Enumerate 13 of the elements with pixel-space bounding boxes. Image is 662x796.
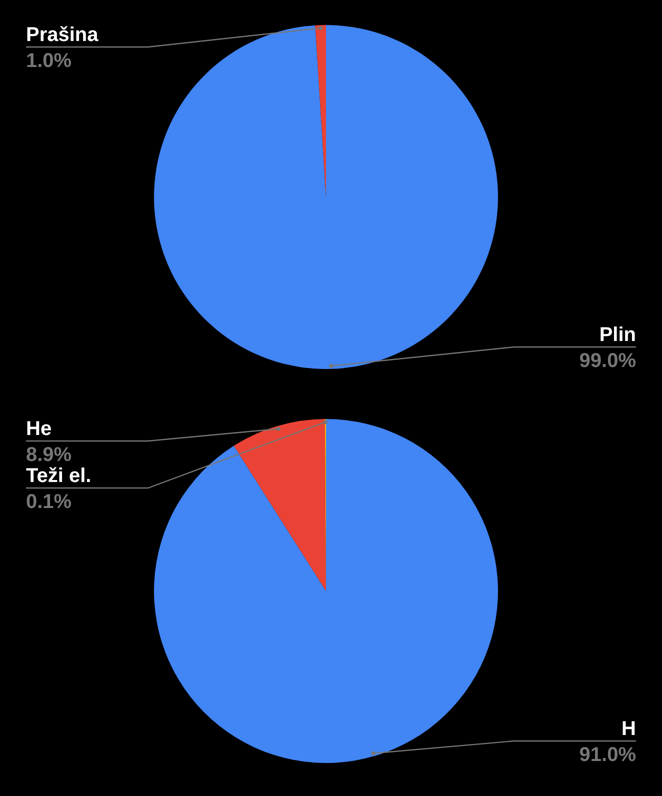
slice-label: Teži el. <box>26 465 92 487</box>
data-label: 0.1% <box>26 491 72 513</box>
pie-slice <box>154 419 498 763</box>
pie-slice <box>234 419 326 591</box>
pie-slice <box>154 25 498 369</box>
slice-label: Prašina <box>26 24 100 46</box>
data-label: 1.0% <box>26 50 72 72</box>
slice-label: Plin <box>599 324 636 346</box>
data-label: 8.9% <box>26 444 72 466</box>
slice-label: He <box>26 418 52 440</box>
slice-label: H <box>622 718 636 740</box>
data-label: 99.0% <box>579 350 636 372</box>
data-label: 91.0% <box>579 744 636 766</box>
